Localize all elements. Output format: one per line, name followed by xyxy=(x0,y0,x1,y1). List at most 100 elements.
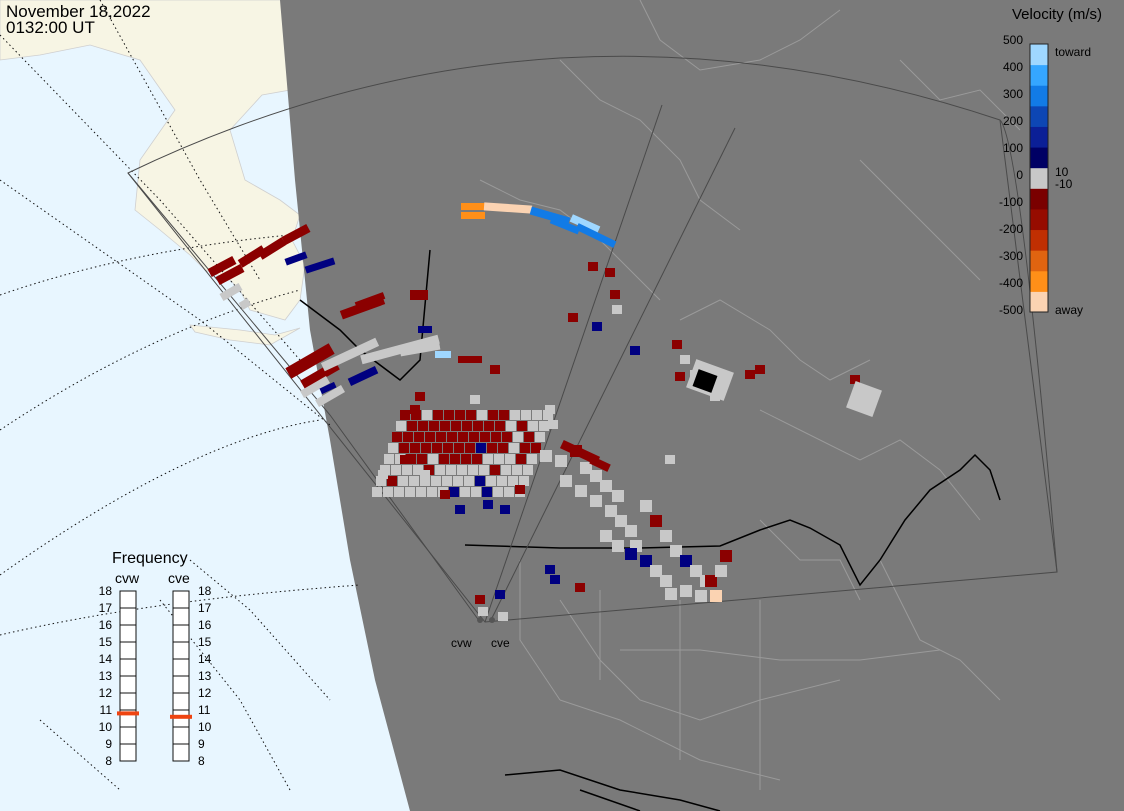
velocity-cell xyxy=(458,432,468,442)
velocity-cell xyxy=(532,410,542,420)
velocity-cell xyxy=(464,476,474,486)
velocity-cell xyxy=(458,356,482,363)
velocity-cell xyxy=(460,487,470,497)
velocity-cell xyxy=(476,443,486,453)
velocity-cell xyxy=(415,392,425,401)
velocity-cell xyxy=(409,476,419,486)
velocity-cell xyxy=(650,565,662,577)
velocity-cell xyxy=(483,454,493,464)
frequency-radar-cve-label: cve xyxy=(168,570,190,586)
velocity-cell xyxy=(612,540,624,552)
velocity-cell xyxy=(555,455,567,467)
velocity-cell xyxy=(640,555,652,567)
velocity-cell xyxy=(640,500,652,512)
velocity-cell xyxy=(590,470,602,482)
colorbar-segment xyxy=(1030,44,1048,66)
velocity-cell xyxy=(238,298,252,310)
velocity-cell xyxy=(520,443,530,453)
frequency-panel xyxy=(117,590,192,762)
velocity-cell xyxy=(610,290,620,299)
velocity-cell xyxy=(517,421,527,431)
velocity-cell xyxy=(665,455,675,464)
velocity-cell xyxy=(545,565,555,574)
velocity-cell xyxy=(846,381,882,417)
velocity-cell xyxy=(451,421,461,431)
velocity-cell xyxy=(410,290,428,300)
colorbar-segment xyxy=(1030,291,1048,313)
colorbar-segment xyxy=(1030,167,1048,189)
velocity-cell xyxy=(550,575,560,584)
toward-label: toward xyxy=(1055,45,1092,59)
velocity-cell xyxy=(523,465,533,475)
frequency-tick-left: 16 xyxy=(98,618,112,632)
velocity-cell xyxy=(660,530,672,542)
velocity-cell xyxy=(402,465,412,475)
radar-label-cvw: cvw xyxy=(451,636,472,650)
radar-label-cve: cve xyxy=(491,636,510,650)
velocity-cell xyxy=(410,405,420,414)
velocity-cell xyxy=(710,590,722,602)
velocity-cell xyxy=(391,465,401,475)
frequency-tick-right: 18 xyxy=(198,584,212,598)
velocity-cell xyxy=(575,485,587,497)
velocity-cell xyxy=(535,432,545,442)
velocity-cell xyxy=(422,410,432,420)
velocity-cell xyxy=(432,443,442,453)
colorbar-tick-label: 100 xyxy=(1002,141,1023,155)
night-region xyxy=(280,0,1124,811)
velocity-cell xyxy=(660,575,672,587)
velocity-cell xyxy=(478,607,488,616)
graticule xyxy=(0,0,361,791)
velocity-cell xyxy=(580,462,592,474)
velocity-cell xyxy=(498,612,508,621)
velocity-cell xyxy=(420,470,430,479)
velocity-cell xyxy=(414,432,424,442)
velocity-cell xyxy=(387,476,397,486)
velocity-cell xyxy=(417,454,427,464)
velocity-cell xyxy=(207,255,237,278)
velocity-cell xyxy=(405,487,415,497)
velocity-colorbar xyxy=(1029,43,1049,313)
velocity-cell xyxy=(427,487,437,497)
velocity-cell xyxy=(588,262,598,271)
velocity-cell xyxy=(440,490,450,499)
colorbar-segment xyxy=(1030,147,1048,169)
velocity-cell xyxy=(680,355,690,364)
velocity-cell xyxy=(543,410,553,420)
velocity-cell xyxy=(410,443,420,453)
velocity-cell xyxy=(439,454,449,464)
velocity-cell xyxy=(376,476,386,486)
velocity-cell xyxy=(521,410,531,420)
frequency-tick-left: 18 xyxy=(98,584,112,598)
colorbar-segment xyxy=(1030,208,1048,231)
colorbar-tick-label: 200 xyxy=(1002,114,1023,128)
velocity-cell xyxy=(457,465,467,475)
colorbar-tick-label: 400 xyxy=(1002,60,1023,74)
velocity-cell xyxy=(483,202,533,214)
velocity-cell xyxy=(568,313,578,322)
velocity-cell xyxy=(605,505,617,517)
velocity-cell xyxy=(449,487,459,497)
colorbar-tick-label: -200 xyxy=(998,222,1023,236)
velocity-cell xyxy=(418,421,428,431)
colorbar-segment xyxy=(1030,270,1048,292)
colorbar-frame xyxy=(1029,43,1049,313)
velocity-cell xyxy=(501,465,511,475)
velocity-cell xyxy=(440,421,450,431)
velocity-cell xyxy=(590,495,602,507)
colorbar-segment xyxy=(1030,64,1048,86)
frequency-tick-right: 8 xyxy=(198,754,205,768)
velocity-cell xyxy=(429,421,439,431)
date-label: November 18,2022 xyxy=(6,2,151,21)
velocity-cell xyxy=(545,405,555,414)
frequency-tick-right: 15 xyxy=(198,635,212,649)
velocity-cell xyxy=(506,421,516,431)
velocity-cell xyxy=(592,322,602,331)
velocity-cell xyxy=(755,365,765,374)
velocity-cell xyxy=(450,454,460,464)
velocity-cell xyxy=(471,487,481,497)
velocity-cell xyxy=(575,223,617,248)
velocity-cell xyxy=(465,443,475,453)
velocity-cell xyxy=(705,575,717,587)
